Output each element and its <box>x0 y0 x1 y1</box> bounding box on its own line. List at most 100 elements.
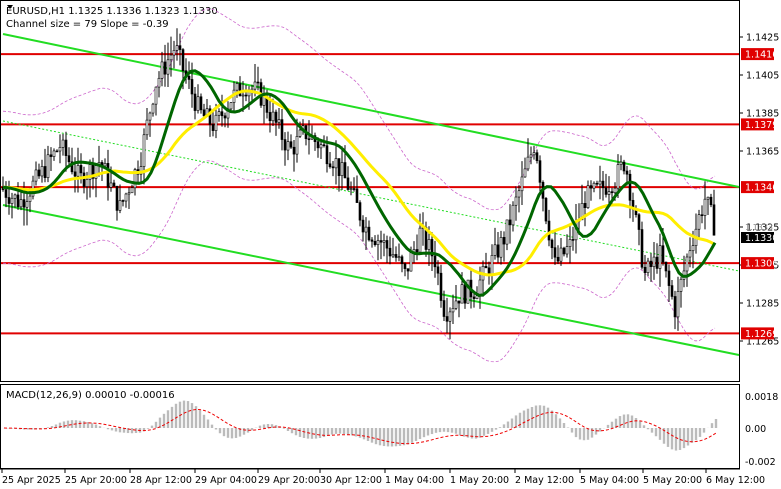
candle-body <box>499 237 503 258</box>
candle-body <box>256 81 260 84</box>
candle-body <box>703 198 707 216</box>
envelope-upper <box>2 8 716 211</box>
candle-body <box>556 256 560 262</box>
candle-body <box>154 86 158 105</box>
price-tick-label: 1.1405 <box>746 71 779 82</box>
candle-body <box>415 249 419 253</box>
candle-body <box>655 256 659 269</box>
candle-body <box>253 81 257 90</box>
candle-body <box>583 203 587 209</box>
candle-body <box>169 54 173 61</box>
candle-body <box>109 182 113 188</box>
candle-body <box>124 193 128 202</box>
candle-body <box>43 166 47 178</box>
time-tick-label: 1 May 20:00 <box>450 475 509 486</box>
time-tick-label: 2 May 12:00 <box>515 475 574 486</box>
candle-body <box>373 241 377 245</box>
candle-body <box>346 177 350 190</box>
candle-body <box>685 256 689 272</box>
price-tick-label: 1.1265 <box>746 337 779 348</box>
candle-body <box>322 144 326 147</box>
candle-body <box>520 176 524 192</box>
candle-body <box>160 61 164 79</box>
candle-body <box>85 179 89 187</box>
candle-body <box>295 136 299 155</box>
candle-body <box>163 61 167 75</box>
candle-body <box>118 200 122 211</box>
candle-body <box>385 240 389 249</box>
macd-tick-zero: 0.00 <box>745 424 766 435</box>
level-tag-label: 1.1346 <box>745 183 778 194</box>
time-tick-label: 29 Apr 04:00 <box>195 475 257 486</box>
level-tag-label: 1.1306 <box>745 259 778 270</box>
candle-body <box>652 256 656 267</box>
channel-middle <box>2 120 740 272</box>
candle-body <box>283 139 287 151</box>
candle-body <box>688 250 692 258</box>
candle-body <box>565 246 569 255</box>
candle-body <box>589 185 593 189</box>
candle-body <box>211 124 215 131</box>
candle-body <box>559 247 563 262</box>
candle-body <box>127 192 131 195</box>
candle-body <box>319 144 323 149</box>
candle-body <box>700 214 704 217</box>
candle-body <box>199 96 203 111</box>
dropdown-triangle-icon[interactable] <box>7 5 13 9</box>
candle-body <box>394 254 398 258</box>
candle-body <box>166 59 170 75</box>
candle-body <box>445 316 449 322</box>
current-price-tag: 1.1330 1.1333 <box>741 223 778 244</box>
time-tick-label: 1 May 04:00 <box>385 475 444 486</box>
candle-body <box>82 172 86 187</box>
regression-channel <box>2 33 740 356</box>
candle-body <box>130 187 134 194</box>
time-tick-label: 6 May 12:00 <box>706 475 765 486</box>
candle-body <box>25 201 29 208</box>
candle-body <box>706 196 710 200</box>
candle-body <box>490 255 494 276</box>
macd-signal-line <box>3 408 717 445</box>
candle-body <box>466 279 470 304</box>
candle-body <box>640 229 644 268</box>
channel-lower <box>2 204 740 356</box>
candle-body <box>502 237 506 245</box>
candle-body <box>238 83 242 97</box>
candle-body <box>145 119 149 136</box>
channel-upper <box>2 33 740 188</box>
candle-body <box>73 171 77 177</box>
candle-body <box>244 94 248 97</box>
price-tick-label: 1.1425 <box>746 33 779 44</box>
candle-body <box>517 190 521 198</box>
candle-body <box>526 156 530 170</box>
level-lines <box>1 53 739 335</box>
candle-body <box>142 134 146 167</box>
candle-body <box>76 165 80 177</box>
candle-body <box>139 166 143 175</box>
candle-body <box>454 300 458 309</box>
envelope-lower <box>2 160 716 363</box>
candle-body <box>274 111 278 123</box>
candle-body <box>523 168 527 178</box>
candle-body <box>286 141 290 151</box>
candle-body <box>292 146 296 155</box>
candle-body <box>337 158 341 176</box>
macd-tick-bottom: -0.002 <box>745 457 776 468</box>
candle-body <box>661 245 665 263</box>
candle-body <box>133 169 137 189</box>
candle-body <box>307 138 311 141</box>
candle-body <box>691 245 695 252</box>
time-tick-label: 30 Apr 12:00 <box>320 475 382 486</box>
candle-body <box>268 112 272 122</box>
candle-body <box>376 240 380 245</box>
candle-body <box>193 93 197 111</box>
candle-body <box>712 204 716 236</box>
candle-body <box>52 150 56 157</box>
candle-body <box>433 255 437 268</box>
candle-body <box>37 169 41 177</box>
candle-body <box>157 77 161 88</box>
candle-body <box>370 239 374 242</box>
candle-body <box>409 252 413 272</box>
candle-body <box>28 195 32 202</box>
candle-body <box>10 197 14 204</box>
